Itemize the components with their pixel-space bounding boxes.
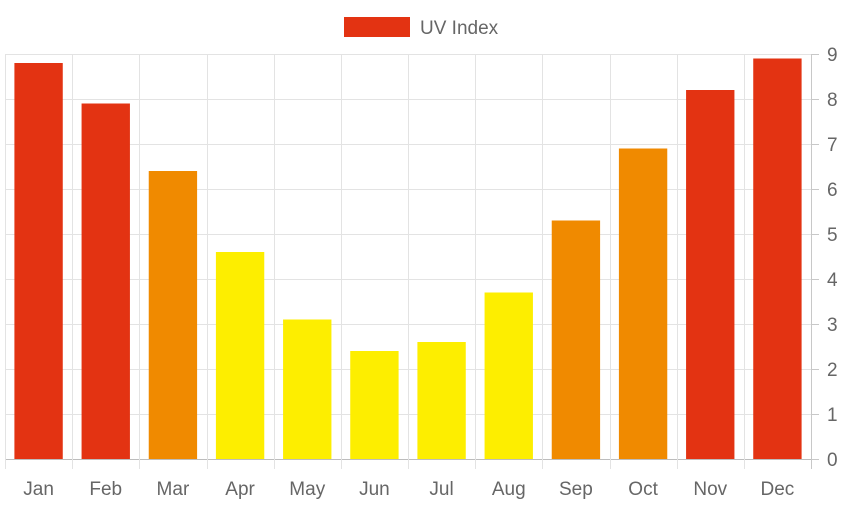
bar-apr[interactable]: [215, 252, 265, 459]
bar-may[interactable]: [283, 319, 332, 460]
legend-swatch: [344, 17, 410, 37]
axes: [811, 54, 819, 469]
y-axis-tick-labels: 0 1 2 3 4 5 6 7 8 9: [827, 45, 838, 471]
y-tick-label: 1: [827, 405, 838, 426]
x-tick-label: May: [289, 479, 325, 500]
x-tick-label: Feb: [89, 479, 122, 500]
legend-label: UV Index: [420, 18, 499, 39]
bars: [14, 58, 802, 460]
y-tick-label: 7: [827, 135, 838, 156]
y-tick-label: 2: [827, 360, 838, 381]
y-tick-label: 9: [827, 45, 838, 66]
legend[interactable]: UV Index: [344, 17, 499, 39]
x-axis-tick-labels: Jan Feb Mar Apr May Jun Jul Aug Sep Oct Nov Dec: [23, 479, 794, 500]
x-tick-label: Dec: [761, 479, 795, 500]
x-tick-label: Jun: [359, 479, 390, 500]
x-tick-label: Nov: [693, 479, 727, 500]
x-tick-label: Apr: [225, 479, 255, 500]
y-tick-label: 5: [827, 225, 838, 246]
x-tick-label: Mar: [157, 479, 190, 500]
x-tick-label: Jan: [23, 479, 54, 500]
x-tick-label: Jul: [429, 479, 453, 500]
y-tick-label: 8: [827, 90, 838, 111]
bar-jun[interactable]: [350, 351, 399, 459]
x-tick-label: Aug: [492, 479, 526, 500]
bar-oct[interactable]: [618, 148, 668, 460]
x-tick-label: Sep: [559, 479, 593, 500]
bar-mar[interactable]: [148, 171, 198, 459]
x-tick-label: Oct: [628, 479, 658, 500]
bar-feb[interactable]: [81, 103, 130, 460]
y-tick-label: 6: [827, 180, 838, 201]
bar-nov[interactable]: [686, 90, 735, 459]
bar-jul[interactable]: [417, 342, 466, 459]
y-tick-label: 0: [827, 450, 838, 471]
y-tick-label: 4: [827, 270, 838, 291]
bar-sep[interactable]: [551, 220, 601, 460]
bar-dec[interactable]: [753, 58, 802, 460]
y-tick-label: 3: [827, 315, 838, 336]
bar-jan[interactable]: [14, 63, 63, 459]
bar-aug[interactable]: [484, 292, 533, 460]
